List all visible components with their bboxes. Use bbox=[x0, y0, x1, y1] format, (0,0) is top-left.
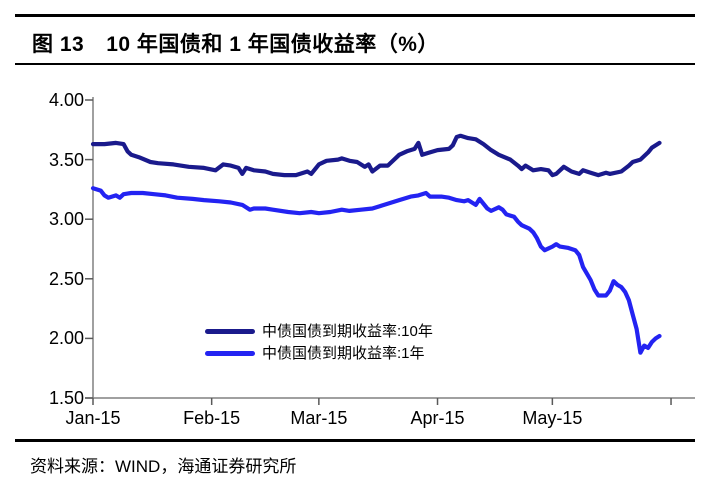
y-tick-label: 2.50 bbox=[48, 268, 84, 289]
y-tick-label: 1.50 bbox=[48, 388, 84, 408]
legend-item-10y: 中债国债到期收益率:10年 bbox=[205, 320, 433, 342]
figure-label: 图 13 bbox=[32, 33, 85, 56]
chart-axes bbox=[85, 97, 695, 405]
x-tick-label: May-15 bbox=[522, 408, 583, 428]
figure-title: 10 年国债和 1 年国债收益率（%） bbox=[106, 33, 439, 56]
x-tick-label: Jan-15 bbox=[65, 408, 121, 428]
legend-item-1y: 中债国债到期收益率:1年 bbox=[205, 342, 433, 364]
x-tick-label: Feb-15 bbox=[183, 408, 241, 428]
figure-title-row: 图 13 10 年国债和 1 年国债收益率（%） bbox=[32, 28, 439, 58]
y-tick-label: 4.00 bbox=[48, 90, 84, 110]
y-tick-label: 3.50 bbox=[48, 149, 84, 170]
title-bottom-rule bbox=[15, 63, 695, 65]
top-rule bbox=[15, 14, 695, 17]
footer-rule bbox=[15, 439, 695, 442]
series-10y-line bbox=[90, 133, 662, 178]
data-source-text: 资料来源：WIND，海通证券研究所 bbox=[30, 457, 297, 476]
y-tick-label: 2.00 bbox=[48, 328, 84, 349]
chart-legend: 中债国债到期收益率:10年 中债国债到期收益率:1年 bbox=[205, 320, 433, 364]
y-tick-label: 3.00 bbox=[48, 209, 84, 230]
x-tick-label: Apr-15 bbox=[410, 408, 465, 428]
legend-swatch-10y bbox=[205, 328, 255, 334]
legend-label-10y: 中债国债到期收益率:10年 bbox=[262, 322, 433, 340]
x-tick-label: Mar-15 bbox=[290, 408, 348, 428]
legend-swatch-1y bbox=[205, 350, 255, 356]
series-1y-line bbox=[90, 186, 662, 355]
legend-label-1y: 中债国债到期收益率:1年 bbox=[262, 344, 425, 362]
